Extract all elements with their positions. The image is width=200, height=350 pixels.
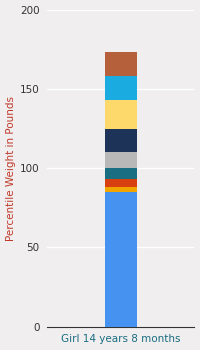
Bar	[105, 52, 137, 76]
Bar	[105, 100, 137, 128]
Bar	[105, 179, 137, 187]
Bar	[105, 168, 137, 179]
Bar	[105, 192, 137, 327]
Bar	[105, 152, 137, 168]
Bar	[105, 76, 137, 100]
Bar	[105, 128, 137, 152]
Bar	[105, 187, 137, 192]
Y-axis label: Percentile Weight in Pounds: Percentile Weight in Pounds	[6, 96, 16, 241]
